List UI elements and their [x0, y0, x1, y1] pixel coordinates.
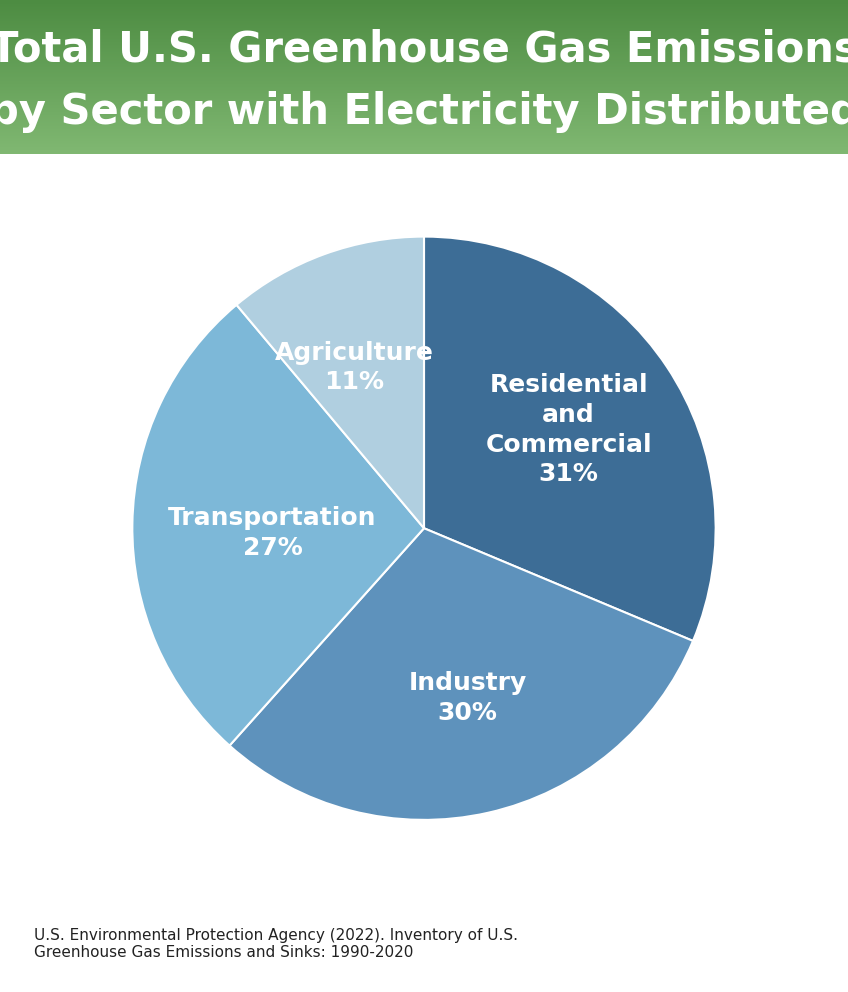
Wedge shape — [237, 237, 424, 529]
Text: Residential
and
Commercial
31%: Residential and Commercial 31% — [485, 373, 652, 486]
Text: Industry
30%: Industry 30% — [409, 671, 527, 724]
Wedge shape — [132, 305, 424, 746]
Wedge shape — [424, 237, 716, 641]
Wedge shape — [230, 529, 693, 819]
Text: Transportation
27%: Transportation 27% — [168, 506, 377, 559]
Text: Agriculture
11%: Agriculture 11% — [275, 341, 434, 395]
Text: Total U.S. Greenhouse Gas Emissions: Total U.S. Greenhouse Gas Emissions — [0, 28, 848, 70]
Text: U.S. Environmental Protection Agency (2022). Inventory of U.S.
Greenhouse Gas Em: U.S. Environmental Protection Agency (20… — [34, 928, 518, 960]
Text: by Sector with Electricity Distributed: by Sector with Electricity Distributed — [0, 91, 848, 133]
